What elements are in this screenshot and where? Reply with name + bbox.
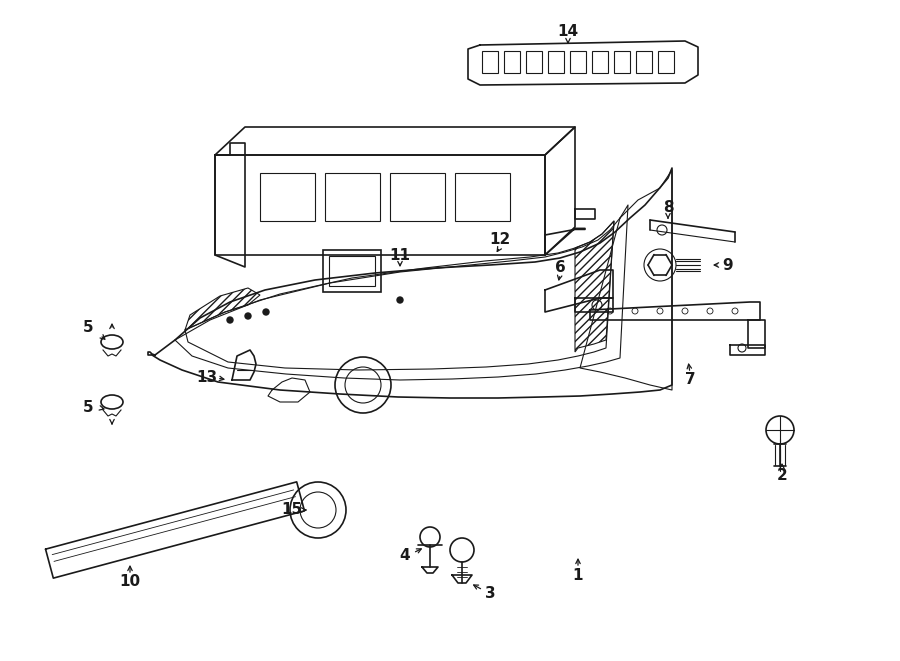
Bar bbox=[260, 173, 315, 221]
Bar bbox=[636, 51, 652, 73]
Bar bbox=[455, 173, 510, 221]
Circle shape bbox=[397, 297, 403, 303]
Text: 11: 11 bbox=[390, 247, 410, 262]
Bar bbox=[482, 51, 498, 73]
Bar bbox=[526, 51, 542, 73]
Bar bbox=[504, 51, 520, 73]
Bar bbox=[329, 256, 375, 286]
Bar bbox=[548, 51, 564, 73]
Text: 1: 1 bbox=[572, 568, 583, 582]
Bar bbox=[323, 250, 381, 292]
Bar bbox=[325, 173, 380, 221]
Text: 4: 4 bbox=[400, 547, 410, 563]
Text: 12: 12 bbox=[490, 233, 510, 247]
Circle shape bbox=[245, 313, 251, 319]
Text: 5: 5 bbox=[83, 401, 94, 416]
Bar bbox=[570, 51, 586, 73]
Bar bbox=[614, 51, 630, 73]
Text: 6: 6 bbox=[554, 260, 565, 276]
Text: 8: 8 bbox=[662, 200, 673, 215]
Circle shape bbox=[263, 309, 269, 315]
Text: 7: 7 bbox=[685, 373, 696, 387]
Circle shape bbox=[227, 317, 233, 323]
Bar bbox=[592, 51, 608, 73]
Text: 14: 14 bbox=[557, 24, 579, 40]
Text: 3: 3 bbox=[485, 586, 495, 600]
Bar bbox=[658, 51, 674, 73]
Text: 10: 10 bbox=[120, 574, 140, 590]
Text: 13: 13 bbox=[196, 371, 218, 385]
Bar bbox=[390, 173, 445, 221]
Text: 15: 15 bbox=[282, 502, 302, 518]
Text: 2: 2 bbox=[777, 469, 788, 483]
Text: 5: 5 bbox=[83, 321, 94, 336]
Text: 9: 9 bbox=[723, 258, 734, 272]
